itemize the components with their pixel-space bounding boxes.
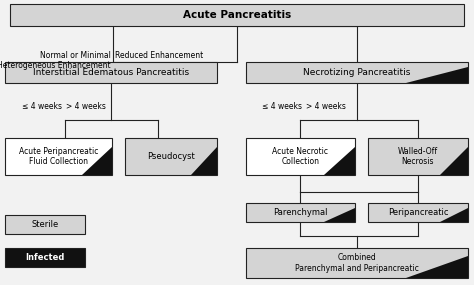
Text: Combined
Parenchymal and Peripancreatic: Combined Parenchymal and Peripancreatic — [295, 253, 419, 273]
Polygon shape — [325, 208, 355, 222]
Text: Normal or Minimal
Heterogeneous Enhancement: Normal or Minimal Heterogeneous Enhancem… — [0, 51, 111, 70]
Polygon shape — [406, 67, 468, 83]
Polygon shape — [191, 147, 217, 175]
Text: Reduced Enhancement: Reduced Enhancement — [115, 51, 203, 60]
Text: Peripancreatic: Peripancreatic — [388, 208, 448, 217]
Bar — [5, 62, 217, 83]
Bar — [5, 215, 85, 234]
Bar — [5, 248, 85, 267]
Text: Interstitial Edematous Pancreatitis: Interstitial Edematous Pancreatitis — [33, 68, 189, 77]
Polygon shape — [406, 255, 468, 278]
Text: Sterile: Sterile — [31, 220, 59, 229]
Bar — [5, 138, 112, 175]
Bar — [246, 62, 468, 83]
Text: Necrotizing Pancreatitis: Necrotizing Pancreatitis — [303, 68, 410, 77]
Text: Walled-Off
Necrosis: Walled-Off Necrosis — [398, 147, 438, 166]
Bar — [368, 203, 468, 222]
Text: Acute Peripancreatic
Fluid Collection: Acute Peripancreatic Fluid Collection — [19, 147, 98, 166]
Bar — [10, 4, 464, 26]
Text: ≤ 4 weeks: ≤ 4 weeks — [262, 102, 302, 111]
Text: Acute Necrotic
Collection: Acute Necrotic Collection — [273, 147, 328, 166]
Bar — [246, 203, 355, 222]
Polygon shape — [82, 147, 112, 175]
Polygon shape — [440, 147, 468, 175]
Text: Parenchymal: Parenchymal — [273, 208, 328, 217]
Text: > 4 weeks: > 4 weeks — [66, 102, 106, 111]
Bar — [125, 138, 217, 175]
Bar — [368, 138, 468, 175]
Text: > 4 weeks: > 4 weeks — [306, 102, 346, 111]
Text: Acute Pancreatitis: Acute Pancreatitis — [183, 10, 291, 20]
Text: ≤ 4 weeks: ≤ 4 weeks — [22, 102, 62, 111]
Text: Infected: Infected — [25, 253, 64, 262]
Bar — [246, 248, 468, 278]
Polygon shape — [440, 208, 468, 222]
Text: Pseudocyst: Pseudocyst — [147, 152, 195, 161]
Bar — [246, 138, 355, 175]
Polygon shape — [325, 147, 355, 175]
